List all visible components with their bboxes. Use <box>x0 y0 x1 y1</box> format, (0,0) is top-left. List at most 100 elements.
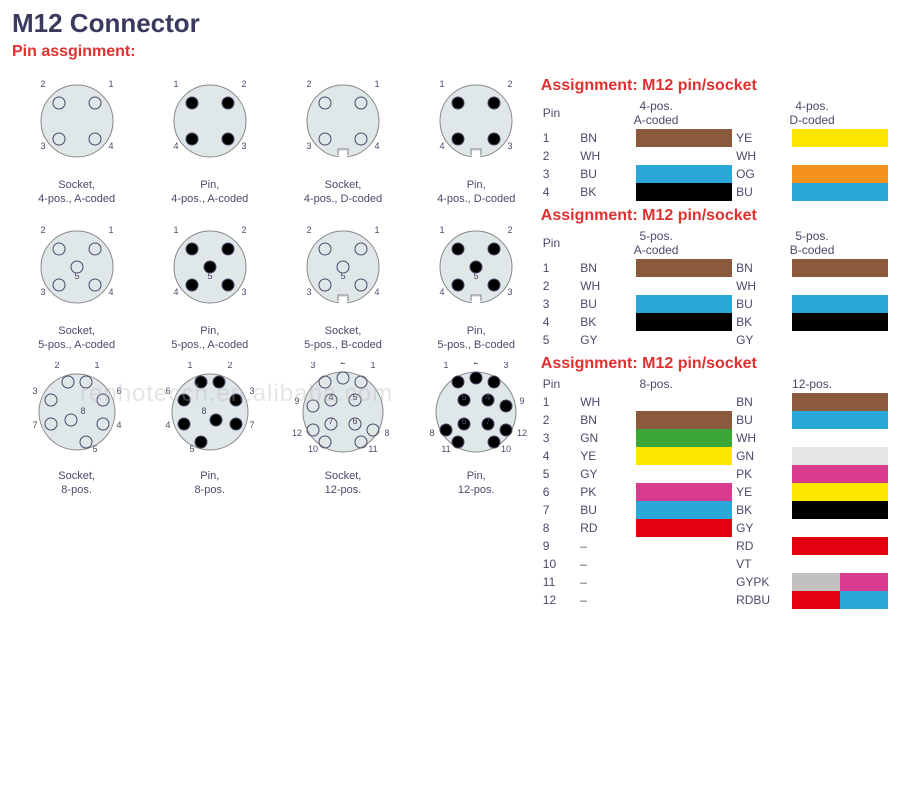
svg-text:4: 4 <box>328 392 333 402</box>
connector-diagram: 12435 Pin,5-pos., A-coded <box>145 217 274 353</box>
svg-text:10: 10 <box>308 444 318 454</box>
svg-text:2: 2 <box>340 362 345 366</box>
svg-text:5: 5 <box>74 271 79 281</box>
svg-text:4: 4 <box>165 420 170 430</box>
connector-label: Pin,5-pos., A-coded <box>145 324 274 353</box>
svg-text:6: 6 <box>165 386 170 396</box>
svg-text:3: 3 <box>241 141 246 151</box>
connector-label: Pin,4-pos., A-coded <box>145 178 274 207</box>
table-row: 8 RD GY <box>541 519 890 537</box>
table-row: 4 BK BK <box>541 313 890 331</box>
svg-text:7: 7 <box>249 420 254 430</box>
svg-text:2: 2 <box>508 79 513 89</box>
table-row: 4 BK BU <box>541 183 890 201</box>
connector-diagram: 12345678 Socket,8-pos. <box>12 362 141 498</box>
assignment-tables: Assignment: M12 pin/socket Pin 4-pos.A-c… <box>541 71 890 609</box>
svg-text:3: 3 <box>508 287 513 297</box>
table-row: 12 – RDBU <box>541 591 890 609</box>
table-row: 5 GY GY <box>541 331 890 349</box>
assignment-title: Assignment: M12 pin/socket <box>541 355 890 373</box>
svg-text:4: 4 <box>116 420 121 430</box>
table-row: 11 – GYPK <box>541 573 890 591</box>
svg-text:2: 2 <box>306 225 311 235</box>
svg-text:9: 9 <box>520 396 525 406</box>
svg-text:4: 4 <box>173 287 178 297</box>
connector-diagram: 123456789101112 Pin,12-pos. <box>412 362 541 498</box>
svg-text:6: 6 <box>462 416 467 426</box>
table-row: 1 WH BN <box>541 393 890 411</box>
svg-text:4: 4 <box>374 141 379 151</box>
svg-text:5: 5 <box>92 444 97 454</box>
table-row: 1 BN YE <box>541 129 890 147</box>
svg-text:4: 4 <box>440 141 445 151</box>
svg-text:8: 8 <box>384 428 389 438</box>
table-row: 1 BN BN <box>541 259 890 277</box>
svg-text:1: 1 <box>444 362 449 370</box>
svg-text:7: 7 <box>32 420 37 430</box>
svg-text:8: 8 <box>430 428 435 438</box>
svg-text:5: 5 <box>474 271 479 281</box>
svg-text:6: 6 <box>116 386 121 396</box>
svg-text:2: 2 <box>241 79 246 89</box>
table-row: 7 BU BK <box>541 501 890 519</box>
svg-text:11: 11 <box>368 444 377 454</box>
table-row: 3 GN WH <box>541 429 890 447</box>
connector-label: Pin,12-pos. <box>412 469 541 498</box>
svg-text:1: 1 <box>187 362 192 370</box>
assignment-table: Pin 4-pos.A-coded 4-pos.D-coded 1 BN YE … <box>541 97 890 201</box>
svg-text:2: 2 <box>306 79 311 89</box>
connector-label: Socket,4-pos., A-coded <box>12 178 141 207</box>
connector-label: Socket,5-pos., B-coded <box>278 324 407 353</box>
svg-text:4: 4 <box>374 287 379 297</box>
connector-label: Socket,12-pos. <box>278 469 407 498</box>
connector-label: Socket,8-pos. <box>12 469 141 498</box>
svg-text:5: 5 <box>352 392 357 402</box>
svg-text:3: 3 <box>32 386 37 396</box>
svg-text:3: 3 <box>504 362 509 370</box>
svg-text:10: 10 <box>501 444 511 454</box>
svg-text:11: 11 <box>442 444 451 454</box>
table-row: 2 WH WH <box>541 277 890 295</box>
svg-text:5: 5 <box>462 392 467 402</box>
svg-text:1: 1 <box>440 79 445 89</box>
svg-text:4: 4 <box>108 141 113 151</box>
table-row: 10 – VT <box>541 555 890 573</box>
svg-text:3: 3 <box>306 141 311 151</box>
svg-text:2: 2 <box>241 225 246 235</box>
connector-label: Pin,5-pos., B-coded <box>412 324 541 353</box>
svg-text:1: 1 <box>370 362 375 370</box>
connector-diagram: 123456789101112 Socket,12-pos. <box>278 362 407 498</box>
table-row: 4 YE GN <box>541 447 890 465</box>
connector-diagrams: 2134 Socket,4-pos., A-coded 1243 Pin,4-p… <box>12 71 541 609</box>
svg-text:3: 3 <box>508 141 513 151</box>
svg-text:3: 3 <box>40 141 45 151</box>
svg-text:3: 3 <box>241 287 246 297</box>
connector-label: Socket,5-pos., A-coded <box>12 324 141 353</box>
svg-text:1: 1 <box>173 79 178 89</box>
svg-text:1: 1 <box>94 362 99 370</box>
svg-text:2: 2 <box>54 362 59 370</box>
svg-text:2: 2 <box>227 362 232 370</box>
svg-text:2: 2 <box>40 79 45 89</box>
svg-text:7: 7 <box>328 416 333 426</box>
table-row: 3 BU BU <box>541 295 890 313</box>
svg-text:3: 3 <box>40 287 45 297</box>
connector-label: Pin,8-pos. <box>145 469 274 498</box>
svg-text:4: 4 <box>440 287 445 297</box>
svg-text:4: 4 <box>173 141 178 151</box>
svg-text:5: 5 <box>189 444 194 454</box>
assignment-title: Assignment: M12 pin/socket <box>541 77 890 95</box>
table-row: 5 GY PK <box>541 465 890 483</box>
svg-text:12: 12 <box>517 428 527 438</box>
table-row: 2 BN BU <box>541 411 890 429</box>
connector-diagram: 1243 Pin,4-pos., D-coded <box>412 71 541 207</box>
connector-diagram: 21345 Socket,5-pos., B-coded <box>278 217 407 353</box>
svg-text:5: 5 <box>207 271 212 281</box>
connector-diagram: 12345678 Pin,8-pos. <box>145 362 274 498</box>
svg-text:1: 1 <box>374 225 379 235</box>
table-row: 2 WH WH <box>541 147 890 165</box>
connector-diagram: 2134 Socket,4-pos., D-coded <box>278 71 407 207</box>
svg-text:6: 6 <box>352 416 357 426</box>
svg-text:7: 7 <box>486 416 491 426</box>
svg-text:1: 1 <box>108 79 113 89</box>
